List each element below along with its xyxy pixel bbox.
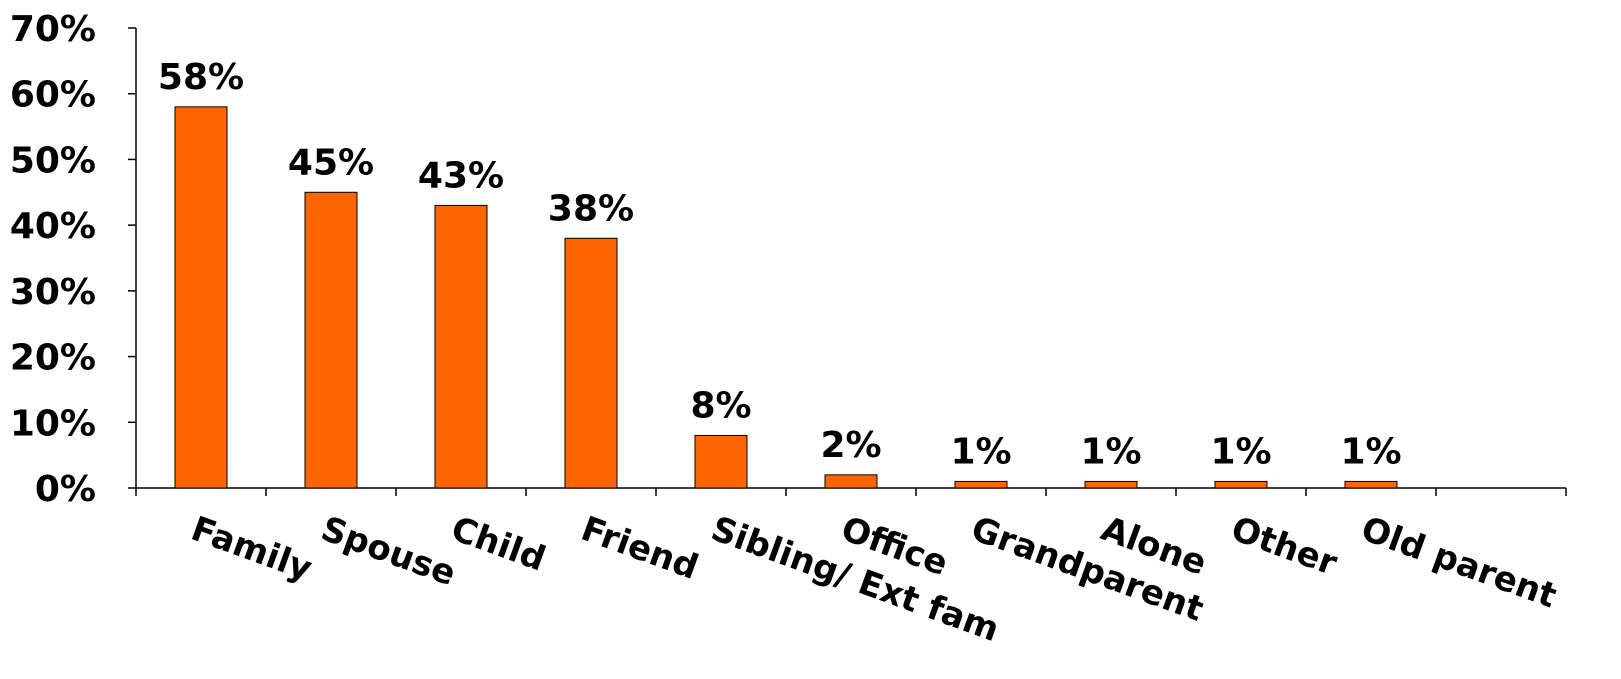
data-label: 2%: [820, 425, 881, 466]
bar-friend: [564, 237, 618, 489]
data-label: 1%: [1210, 431, 1271, 472]
x-axis: [135, 487, 1567, 496]
data-label: 1%: [1340, 431, 1401, 472]
x-tick-label: Spouse: [316, 509, 461, 594]
data-label: 1%: [950, 431, 1011, 472]
bar-spouse: [304, 191, 358, 489]
x-tick-label: Other: [1226, 509, 1343, 584]
bar-family: [174, 106, 228, 489]
data-labels: 58% 45% 43% 38% 8% 2% 1% 1% 1% 1%: [158, 57, 1402, 473]
bar-old-parent: [1344, 480, 1398, 489]
data-label: 8%: [690, 385, 751, 426]
bar-alone: [1084, 480, 1138, 489]
data-label: 43%: [418, 155, 504, 196]
data-label: 45%: [288, 142, 374, 183]
x-tick-label: Friend: [576, 509, 703, 588]
x-tick-label: Old parent: [1356, 509, 1562, 616]
y-tick-label: 30%: [10, 272, 96, 313]
data-label: 38%: [548, 188, 634, 229]
bar-sibling-ext-fam: [694, 434, 748, 489]
bar-grandparent: [954, 480, 1008, 489]
bar-child: [434, 204, 488, 489]
y-tick-label: 0%: [35, 469, 96, 510]
bar-office: [824, 474, 878, 489]
y-tick-label: 60%: [10, 75, 96, 116]
y-tick-label: 70%: [10, 9, 96, 50]
y-tick-label: 40%: [10, 206, 96, 247]
bars: [174, 106, 1398, 489]
x-tick-label: Child: [446, 509, 551, 580]
y-tick-label: 20%: [10, 338, 96, 379]
y-axis: 0% 10% 20% 30% 40% 50% 60% 70%: [10, 9, 137, 510]
bar-other: [1214, 480, 1268, 489]
data-label: 58%: [158, 57, 244, 98]
data-label: 1%: [1080, 431, 1141, 472]
y-tick-label: 10%: [10, 403, 96, 444]
y-tick-label: 50%: [10, 140, 96, 181]
x-tick-label: Family: [186, 509, 317, 589]
